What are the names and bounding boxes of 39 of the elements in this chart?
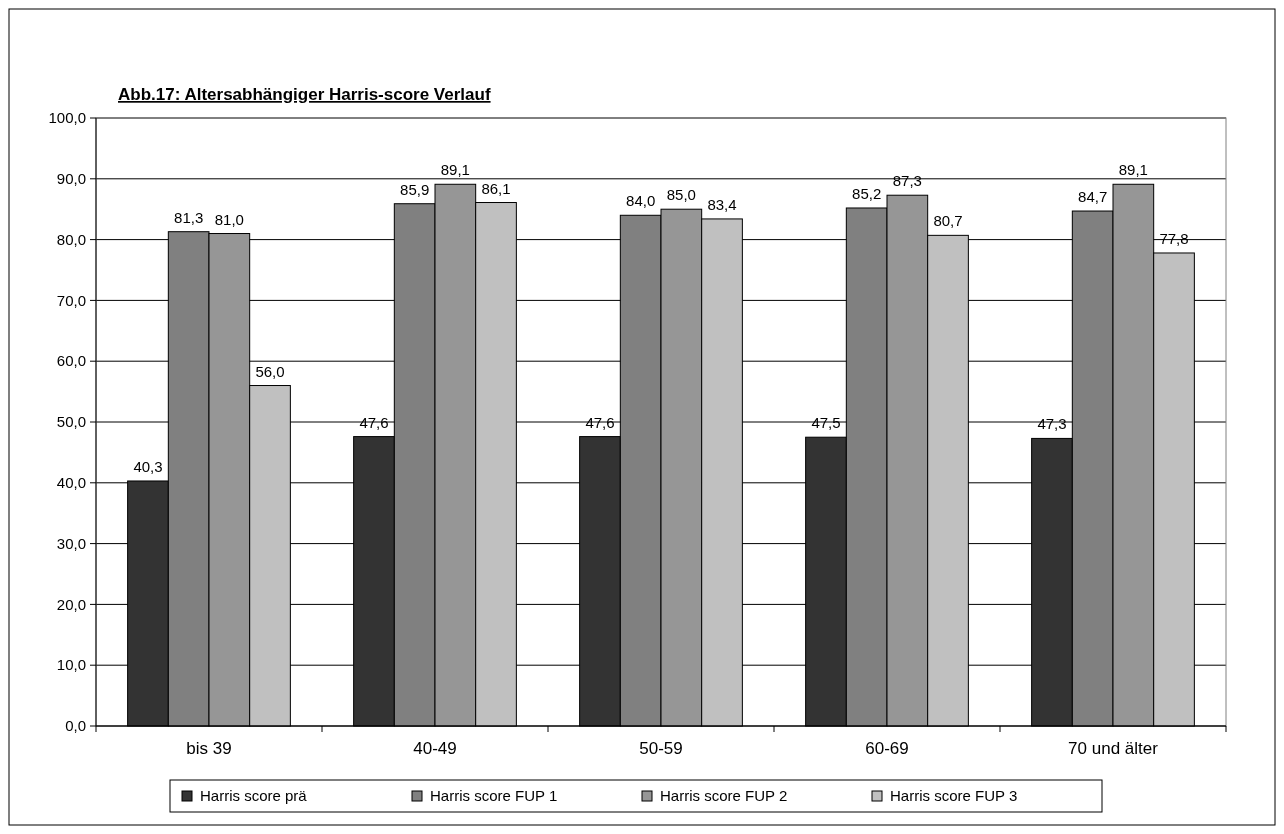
chart-title: Abb.17: Altersabhängiger Harris-score Verlauf <box>118 85 491 104</box>
data-label: 80,7 <box>933 212 963 230</box>
y-tick-label: 100,0 <box>48 109 86 127</box>
data-label: 85,0 <box>666 186 696 204</box>
data-label: 81,3 <box>174 208 204 226</box>
data-label: 85,2 <box>852 184 882 202</box>
data-label: 89,1 <box>1118 161 1148 179</box>
data-label: 83,4 <box>707 195 737 213</box>
x-tick-label: bis 39 <box>186 739 232 758</box>
legend-label: Harris score FUP 1 <box>430 787 558 805</box>
data-label: 85,9 <box>400 180 430 198</box>
legend-label: Harris score FUP 3 <box>890 787 1018 805</box>
y-tick-label: 90,0 <box>56 170 86 188</box>
data-label: 56,0 <box>255 362 285 380</box>
x-tick-label: 60-69 <box>865 739 909 758</box>
data-label: 84,7 <box>1078 188 1108 206</box>
y-tick-label: 70,0 <box>56 291 86 309</box>
data-label: 47,5 <box>811 414 841 432</box>
y-tick-label: 10,0 <box>56 656 86 674</box>
data-label: 89,1 <box>440 161 470 179</box>
data-label: 86,1 <box>481 179 511 197</box>
y-tick-label: 20,0 <box>56 595 86 613</box>
data-label: 47,6 <box>359 413 389 431</box>
data-label: 81,0 <box>214 210 244 228</box>
y-tick-label: 40,0 <box>56 474 86 492</box>
y-tick-label: 50,0 <box>56 413 86 431</box>
data-label: 40,3 <box>133 457 163 475</box>
data-label: 47,6 <box>585 413 615 431</box>
x-tick-label: 70 und älter <box>1068 739 1159 758</box>
y-tick-label: 0,0 <box>65 717 86 735</box>
legend-label: Harris score FUP 2 <box>660 787 788 805</box>
y-tick-label: 30,0 <box>56 534 86 552</box>
y-tick-label: 60,0 <box>56 352 86 370</box>
x-tick-label: 40-49 <box>413 739 457 758</box>
data-label: 84,0 <box>626 192 656 210</box>
legend-label: Harris score prä <box>200 787 308 805</box>
x-tick-label: 50-59 <box>639 739 683 758</box>
data-label: 47,3 <box>1037 415 1067 433</box>
y-tick-label: 80,0 <box>56 230 86 248</box>
